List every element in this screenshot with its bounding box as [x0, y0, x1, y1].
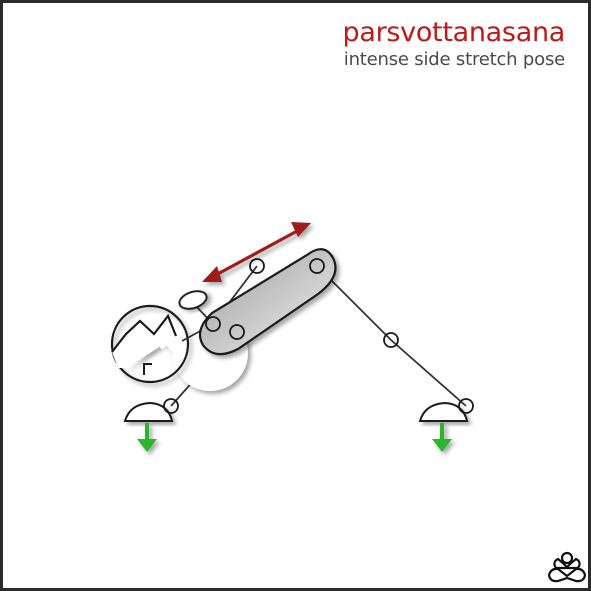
lotus-icon [547, 551, 587, 583]
front-knee-joint [229, 324, 245, 340]
pose-subtitle: intense side stretch pose [343, 49, 565, 70]
hip-joint [309, 258, 325, 274]
down-arrow-icon [432, 423, 452, 452]
back-knee-joint [383, 332, 399, 348]
double-arrow-icon [202, 222, 311, 282]
back-ankle-joint [458, 398, 474, 414]
hand [178, 290, 208, 310]
front-ankle-joint [163, 398, 179, 414]
head-outline [110, 304, 190, 384]
down-arrow-icon [137, 423, 157, 452]
pose-title: parsvottanasana [342, 17, 566, 48]
front-foot [123, 401, 174, 422]
shoulder-joint [205, 316, 221, 332]
back-leg-shin [390, 339, 467, 407]
face-profile [111, 313, 178, 353]
title-block: parsvottanasana intense side stretch pos… [343, 18, 566, 71]
back-foot [418, 401, 469, 422]
elbow-joint [249, 258, 265, 274]
torso [198, 248, 337, 356]
ear-icon [143, 363, 152, 375]
